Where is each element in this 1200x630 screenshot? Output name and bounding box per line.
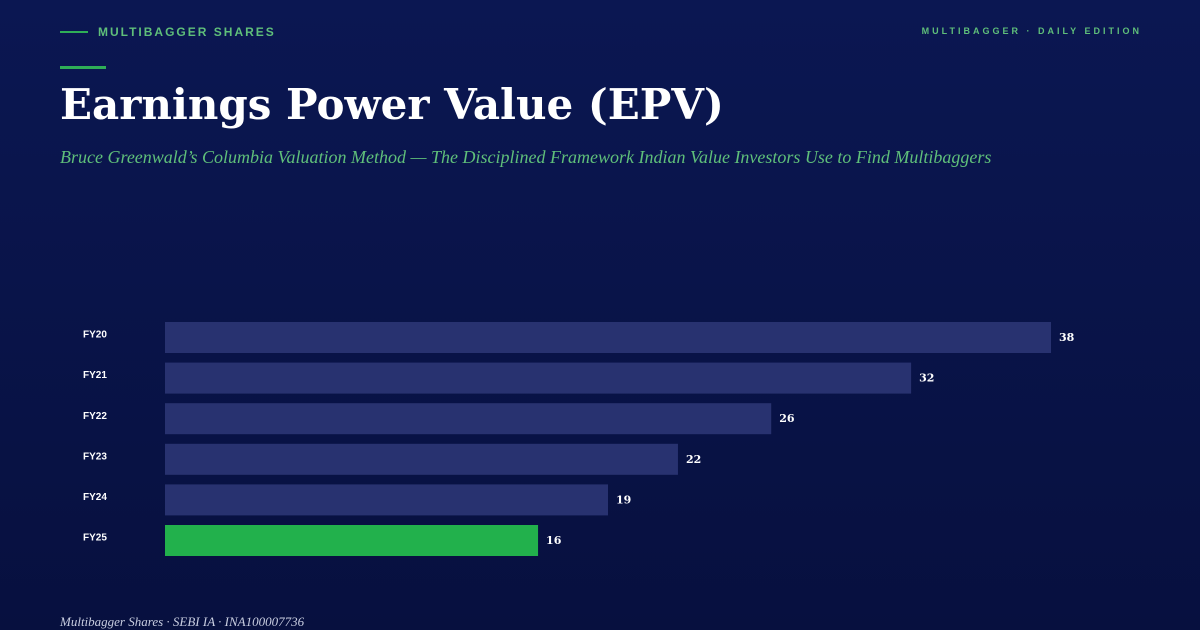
y-tick-label: FY22 <box>83 411 107 422</box>
value-label: 22 <box>686 453 701 466</box>
bar <box>165 322 1051 353</box>
value-label: 26 <box>779 412 795 425</box>
value-label: 19 <box>616 493 631 506</box>
y-tick-label: FY23 <box>83 451 107 462</box>
y-tick-label: FY20 <box>83 330 107 341</box>
rule <box>60 66 106 69</box>
value-label: 32 <box>919 372 934 385</box>
bar <box>165 443 678 475</box>
bar <box>165 362 912 394</box>
value-label: 16 <box>546 534 562 547</box>
bar <box>165 403 772 435</box>
footer: Multibagger Shares · SEBI IA · INA100007… <box>60 614 305 629</box>
edition: MULTIBAGGER · DAILY EDITION <box>921 26 1142 36</box>
chart: FY20 38 FY21 32 FY22 26 FY23 22 FY24 19 FY25 16 <box>83 322 1075 556</box>
bar <box>165 484 608 516</box>
brand-text: MULTIBAGGER SHARES <box>98 25 276 39</box>
subtitle: Bruce Greenwald’s Columbia Valuation Met… <box>60 147 992 167</box>
value-label: 38 <box>1059 331 1075 344</box>
brand: MULTIBAGGER SHARES <box>60 25 276 39</box>
y-tick-label: FY21 <box>83 370 107 381</box>
y-tick-label: FY25 <box>83 533 107 544</box>
bar <box>165 525 539 556</box>
title: Earnings Power Value (EPV) <box>60 80 724 129</box>
brand-dash <box>60 31 88 33</box>
y-tick-label: FY24 <box>83 492 107 503</box>
